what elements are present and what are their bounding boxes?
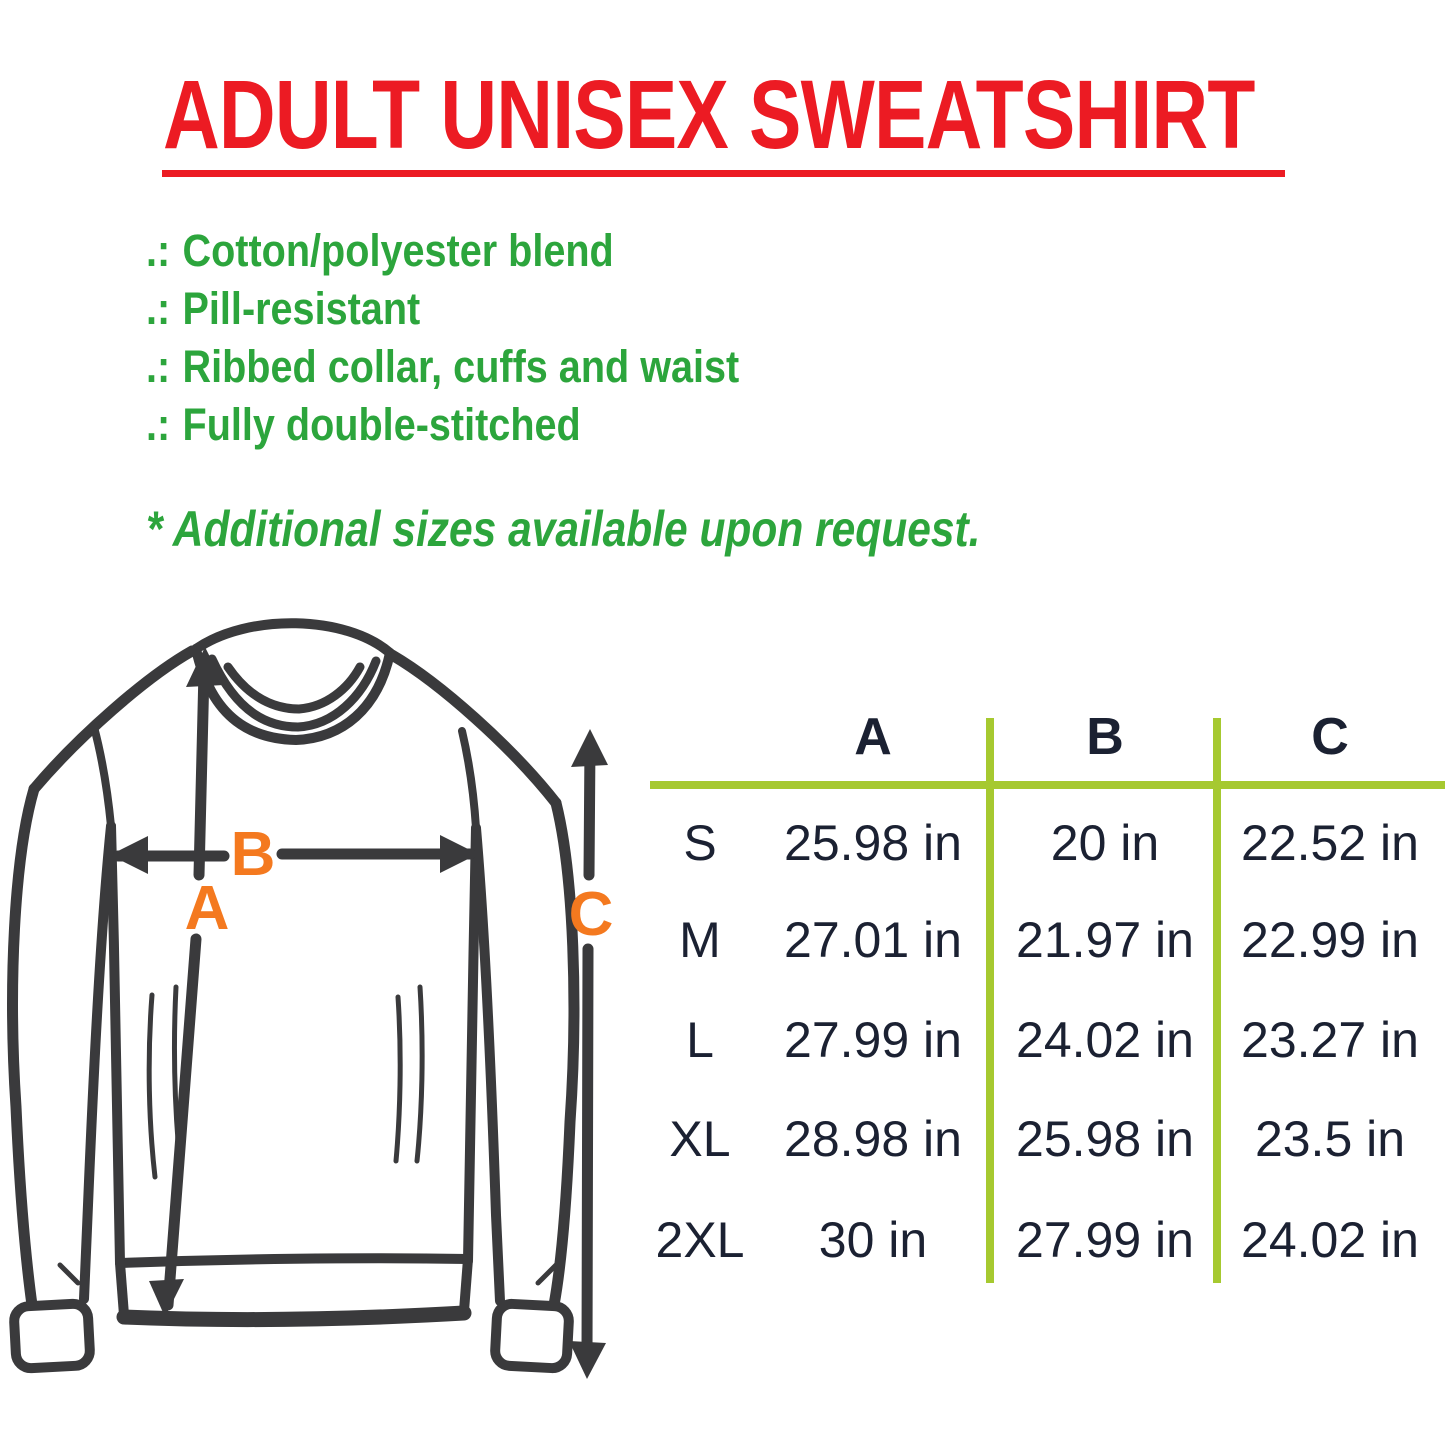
collar-outline xyxy=(191,618,395,658)
table-cell: 28.98 in xyxy=(784,1111,962,1167)
column-header-b: B xyxy=(1086,708,1124,766)
size-label: 2XL xyxy=(655,1212,745,1268)
sleeve-left-inner xyxy=(79,821,116,1304)
measurement-arrow-a xyxy=(162,933,202,1311)
table-cell: 24.02 in xyxy=(1016,1012,1194,1068)
feature-text: Ribbed collar, cuffs and waist xyxy=(182,341,740,392)
title-underline xyxy=(162,170,1285,177)
table-cell: 21.97 in xyxy=(1016,912,1194,968)
bullet-glyph: .: xyxy=(146,225,171,276)
measurement-label-a: A xyxy=(185,874,230,943)
torso-right-edge xyxy=(463,823,481,1266)
waistband-hem xyxy=(116,1305,472,1328)
torso-left-edge xyxy=(106,821,125,1268)
table-column-rule xyxy=(1213,718,1221,1283)
feature-item: .: Cotton/polyester blend xyxy=(146,222,739,280)
column-header-a: A xyxy=(854,708,892,766)
waistband-left xyxy=(115,1258,129,1320)
table-header-rule xyxy=(650,781,1445,789)
measurement-arrow-a xyxy=(193,665,210,881)
table-cell: 23.27 in xyxy=(1241,1012,1419,1068)
size-label: L xyxy=(686,1012,714,1068)
arrowheads xyxy=(110,647,608,1379)
measurement-arrow-c xyxy=(581,943,594,1363)
armhole-seam-right xyxy=(458,727,480,832)
table-cell: 25.98 in xyxy=(784,815,962,871)
table-cell: 24.02 in xyxy=(1241,1212,1419,1268)
bullet-glyph: .: xyxy=(146,283,171,334)
sweatshirt-diagram: A B C xyxy=(7,618,614,1379)
bullet-glyph: .: xyxy=(146,341,171,392)
measurement-label-b: B xyxy=(231,820,276,889)
table-cell: 20 in xyxy=(1050,815,1160,871)
feature-item: .: Fully double-stitched xyxy=(146,396,739,454)
collar-outline xyxy=(191,644,395,745)
table-cell: 27.01 in xyxy=(784,912,962,968)
waistband-top xyxy=(115,1253,473,1268)
size-note: * Additional sizes available upon reques… xyxy=(146,501,981,557)
table-cell: 23.5 in xyxy=(1254,1111,1406,1167)
table-cell: 22.52 in xyxy=(1241,815,1419,871)
page-title: ADULT UNISEX SWEATSHIRT xyxy=(163,60,1255,169)
collar-rib-line xyxy=(223,662,365,714)
waistband-right xyxy=(459,1254,473,1316)
measurement-label-c: C xyxy=(569,880,614,949)
feature-list: .: Cotton/polyester blend .: Pill-resistan… xyxy=(146,222,739,454)
size-label: M xyxy=(679,912,721,968)
cuff-left xyxy=(9,1298,95,1374)
table-cell: 30 in xyxy=(818,1212,928,1268)
wrinkle-lines xyxy=(57,984,559,1286)
table-column-rule xyxy=(986,718,994,1283)
table-cell: 22.99 in xyxy=(1241,912,1419,968)
collar-rib-line xyxy=(207,654,381,732)
armhole-seam-left xyxy=(90,723,115,830)
bullet-glyph: .: xyxy=(146,399,171,450)
sleeve-left-outer xyxy=(7,783,40,1311)
feature-text: Cotton/polyester blend xyxy=(182,225,614,276)
shoulder-right xyxy=(386,649,562,809)
cuff-right xyxy=(490,1298,574,1374)
table-cell: 25.98 in xyxy=(1016,1111,1194,1167)
table-cell: 27.99 in xyxy=(1016,1212,1194,1268)
shoulder-left xyxy=(28,645,198,795)
feature-text: Fully double-stitched xyxy=(182,399,581,450)
table-cell: 27.99 in xyxy=(784,1012,962,1068)
sleeve-right-inner xyxy=(471,823,505,1306)
feature-text: Pill-resistant xyxy=(182,283,421,334)
sleeve-right-outer xyxy=(548,797,580,1311)
size-label: XL xyxy=(669,1111,731,1167)
feature-item: .: Pill-resistant xyxy=(146,280,739,338)
column-header-c: C xyxy=(1311,708,1349,766)
size-label: S xyxy=(683,815,717,871)
feature-item: .: Ribbed collar, cuffs and waist xyxy=(146,338,739,396)
